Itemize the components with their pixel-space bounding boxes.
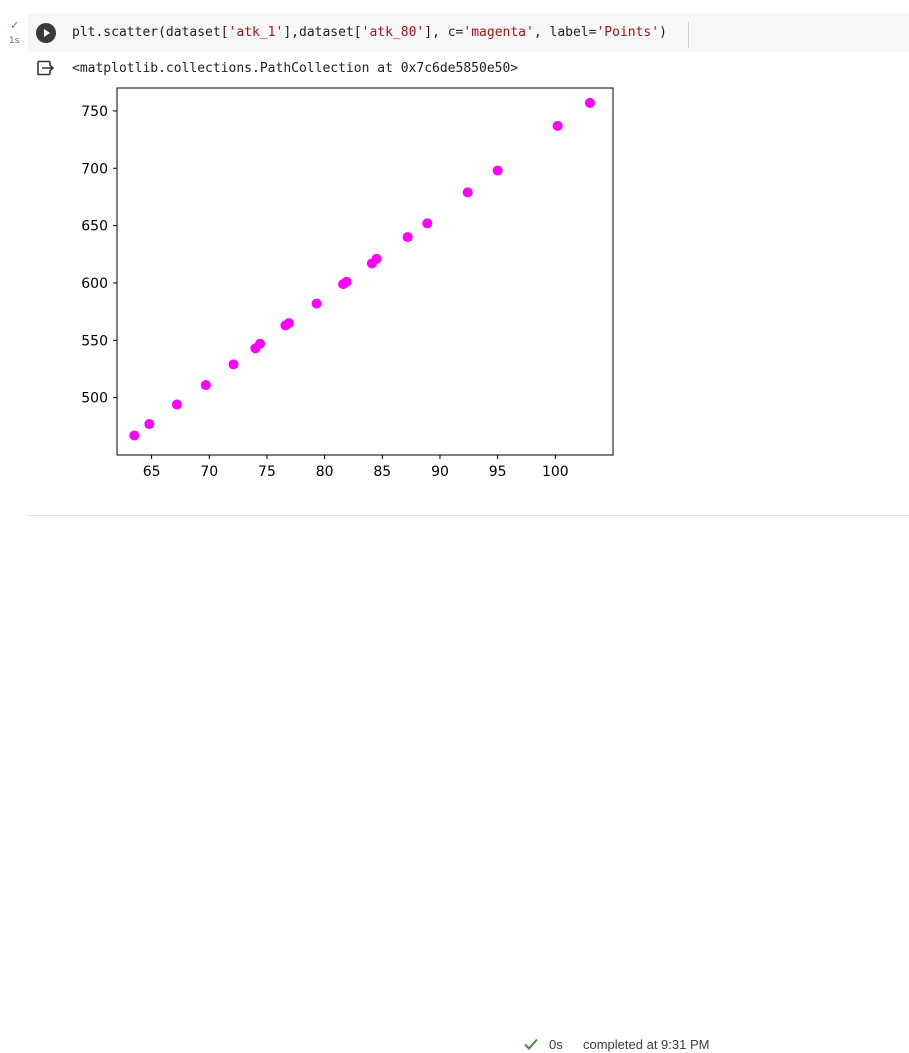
x-tick-label: 80 bbox=[316, 464, 334, 480]
x-tick-label: 70 bbox=[200, 464, 218, 480]
y-tick-label: 550 bbox=[81, 333, 108, 349]
status-bar: 0s completed at 9:31 PM bbox=[0, 516, 909, 1052]
scatter-point bbox=[283, 318, 294, 329]
scatter-point bbox=[584, 97, 595, 108]
y-tick-label: 700 bbox=[81, 161, 108, 177]
scatter-plot: 65 70 75 80 85 90 95 100 500 550 600 650 700 750 bbox=[81, 87, 614, 480]
status-run-time: 0s bbox=[549, 1037, 563, 1052]
check-icon: ✓ bbox=[10, 19, 20, 32]
scatter-point bbox=[129, 430, 140, 441]
x-tick-label: 85 bbox=[373, 464, 391, 480]
execution-time: 1s bbox=[9, 36, 20, 46]
notebook-cell: ✓ 1s plt.scatter(dataset['atk_1'],datase… bbox=[0, 0, 909, 516]
axes-frame bbox=[116, 87, 614, 456]
status-completed[interactable]: completed at 9:31 PM bbox=[583, 1037, 710, 1052]
scatter-point bbox=[311, 298, 322, 309]
run-cell-button[interactable] bbox=[36, 23, 56, 43]
y-tick-label: 500 bbox=[81, 391, 108, 407]
code-text[interactable]: plt.scatter(dataset['atk_1'],dataset['at… bbox=[72, 25, 667, 40]
y-tick-label: 600 bbox=[81, 276, 108, 292]
x-tick-label: 100 bbox=[542, 464, 569, 480]
cell-edge-line bbox=[688, 22, 689, 48]
status-check-icon bbox=[524, 1038, 538, 1050]
scatter-point bbox=[462, 187, 473, 198]
scatter-point bbox=[200, 380, 211, 391]
scatter-point bbox=[371, 253, 382, 264]
scatter-point bbox=[341, 276, 352, 287]
scatter-point bbox=[552, 120, 563, 131]
scatter-point bbox=[228, 359, 239, 370]
y-tick-label: 750 bbox=[81, 104, 108, 120]
x-tick-label: 75 bbox=[258, 464, 276, 480]
y-tick-label: 650 bbox=[81, 219, 108, 235]
scatter-point bbox=[402, 232, 413, 243]
output-icon[interactable] bbox=[36, 60, 54, 76]
cell-divider bbox=[28, 515, 909, 516]
scatter-point bbox=[422, 218, 433, 229]
scatter-point bbox=[144, 419, 155, 430]
scatter-point bbox=[255, 338, 266, 349]
x-tick-label: 90 bbox=[431, 464, 449, 480]
code-cell-input[interactable] bbox=[28, 14, 909, 52]
x-tick-label: 65 bbox=[143, 464, 161, 480]
scatter-point bbox=[171, 399, 182, 410]
x-tick-label: 95 bbox=[489, 464, 507, 480]
cell-output-text: <matplotlib.collections.PathCollection a… bbox=[72, 61, 519, 76]
scatter-point bbox=[492, 165, 503, 176]
